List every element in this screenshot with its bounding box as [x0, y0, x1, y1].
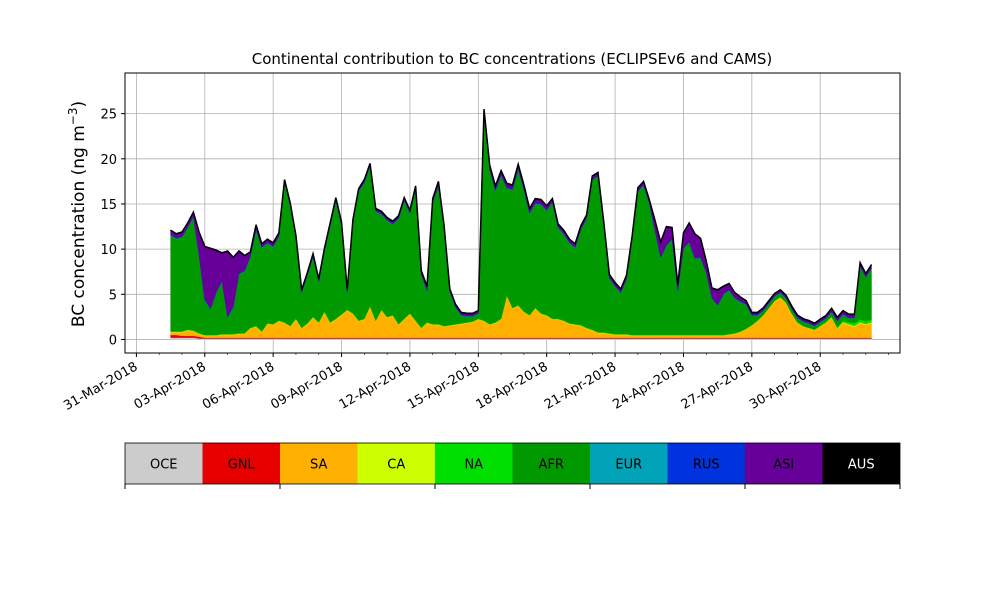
x-tick-label: 21-Apr-2018 — [542, 359, 619, 412]
y-tick-label: 5 — [109, 288, 117, 303]
legend-label-afr: AFR — [539, 458, 564, 473]
legend-swatch-ca — [357, 443, 435, 484]
legend-swatch-aus — [822, 443, 900, 484]
y-axis-label-unit-exponent: −3 — [66, 107, 80, 125]
x-tick-label: 24-Apr-2018 — [610, 359, 687, 412]
legend-swatch-afr — [512, 443, 590, 484]
x-tick-label: 31-Mar-2018 — [61, 359, 140, 413]
y-tick-label: 25 — [100, 108, 117, 123]
legend-label-rus: RUS — [693, 458, 720, 473]
total-outline — [170, 109, 873, 325]
y-tick-label: 20 — [100, 153, 117, 168]
legend-swatch-asi — [745, 443, 823, 484]
legend-label-sa: SA — [310, 458, 327, 473]
y-axis-label-close: ) — [69, 101, 89, 108]
x-tick-label: 09-Apr-2018 — [268, 359, 345, 412]
y-tick-label: 15 — [100, 198, 117, 213]
x-tick-label: 06-Apr-2018 — [200, 359, 277, 412]
x-tick-label: 03-Apr-2018 — [132, 359, 209, 412]
x-tick-label: 30-Apr-2018 — [747, 359, 824, 412]
x-tick-label: 27-Apr-2018 — [679, 359, 756, 412]
legend-label-asi: ASI — [773, 458, 794, 473]
legend-swatch-oce — [125, 443, 203, 484]
legend-swatch-eur — [590, 443, 668, 484]
legend: OCE GNL SA CA NA AFR EUR RUS ASI AUS — [124, 442, 901, 489]
legend-swatch-rus — [667, 443, 745, 484]
x-tick-label: 15-Apr-2018 — [405, 359, 482, 412]
legend-label-gnl: GNL — [228, 458, 256, 473]
chart-title: Continental contribution to BC concentra… — [252, 50, 773, 68]
legend-swatch-sa — [280, 443, 358, 484]
plot-frame — [124, 72, 901, 354]
legend-frame — [124, 442, 901, 485]
y-tick-label: 10 — [100, 243, 117, 258]
y-axis-label: BC concentration (ng m−3) — [66, 101, 89, 327]
legend-swatch-gnl — [202, 443, 280, 484]
legend-label-oce: OCE — [150, 458, 178, 473]
x-tick-label: 12-Apr-2018 — [337, 359, 414, 412]
legend-label-ca: CA — [387, 458, 405, 473]
stacked-areas — [170, 109, 873, 340]
x-tick-label: 18-Apr-2018 — [474, 359, 551, 412]
legend-swatch-na — [435, 443, 513, 484]
area-afr — [170, 114, 872, 336]
legend-label-aus: AUS — [848, 458, 875, 473]
legend-label-eur: EUR — [615, 458, 642, 473]
y-tick-label: 0 — [109, 333, 117, 348]
legend-label-na: NA — [464, 458, 483, 473]
y-axis-label-text: BC concentration (ng m — [69, 125, 89, 327]
